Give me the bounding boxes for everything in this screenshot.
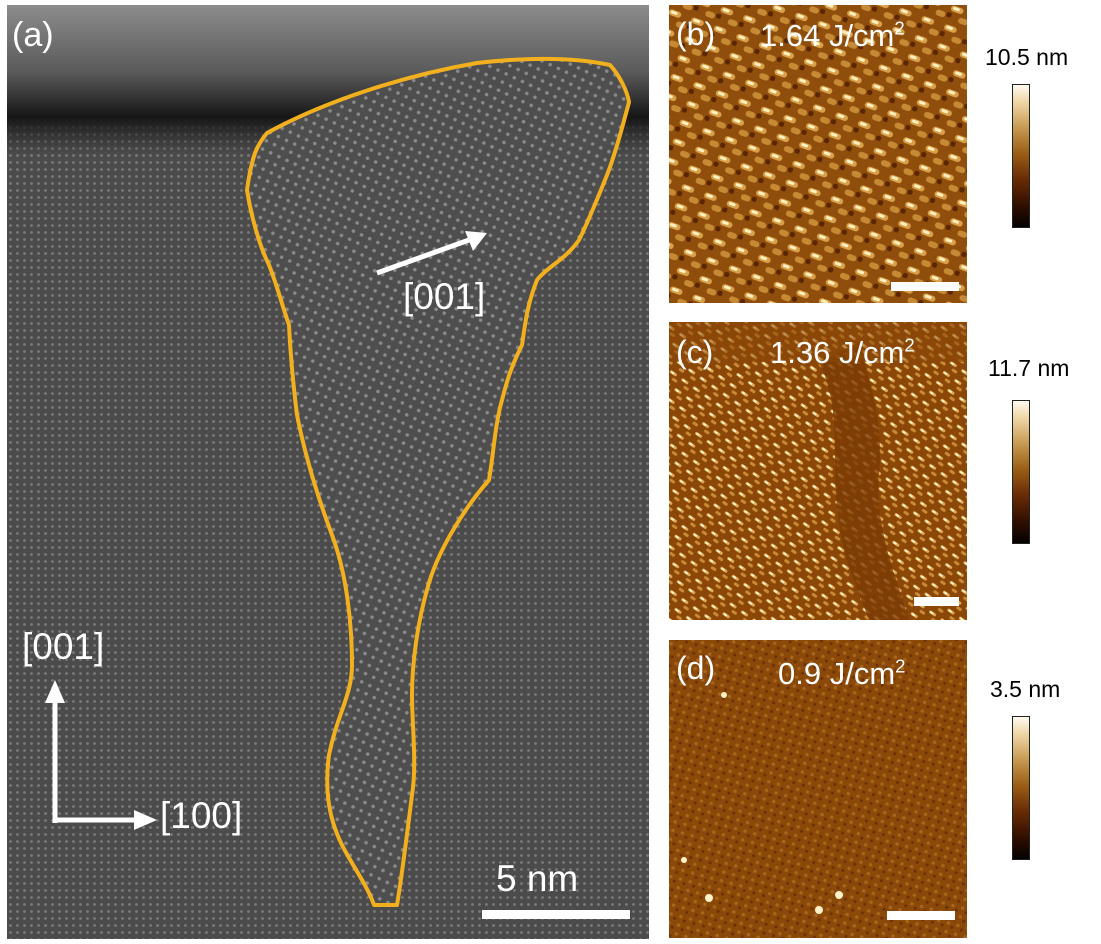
inclusion-outline xyxy=(245,56,631,907)
hrtem-image xyxy=(7,5,649,939)
afm-texture-c xyxy=(669,322,967,620)
inclusion-direction-label: [001] xyxy=(403,276,486,317)
afm-image-c xyxy=(669,322,967,620)
afm-depleted-band-c xyxy=(819,342,909,620)
inclusion-arrow-head xyxy=(465,231,487,251)
afm-texture-b xyxy=(669,5,967,303)
axis-horizontal-head xyxy=(134,810,157,830)
fluence-d: 0.9 J/cm2 xyxy=(778,656,906,692)
fluence-b-sup: 2 xyxy=(894,17,905,39)
fluence-d-value: 0.9 J/cm xyxy=(778,656,896,691)
panel-label-b: (b) xyxy=(676,16,716,52)
colorbar-d xyxy=(1012,716,1030,860)
scale-bar xyxy=(482,910,630,919)
panel-label-d: (d) xyxy=(676,650,716,686)
axis-vertical-label: [001] xyxy=(22,626,105,667)
inclusion-arrow-shaft xyxy=(376,237,470,276)
axis-horizontal-label: [100] xyxy=(160,795,243,836)
colorbar-c-label: 11.7 nm xyxy=(988,355,1070,381)
fluence-c-value: 1.36 J/cm xyxy=(770,335,905,370)
afm-image-b xyxy=(669,5,967,303)
afm-scale-bar-d xyxy=(887,911,955,920)
fluence-c: 1.36 J/cm2 xyxy=(770,335,915,371)
colorbar-c xyxy=(1012,400,1030,544)
hrtem-image-panel xyxy=(7,5,649,939)
colorbar-b xyxy=(1012,84,1030,228)
axis-vertical-head xyxy=(45,680,65,703)
panel-label-a: (a) xyxy=(12,16,54,54)
afm-particle xyxy=(721,692,727,698)
afm-depleted-top-c xyxy=(669,322,967,362)
afm-particle xyxy=(835,891,843,899)
panel-label-c: (c) xyxy=(676,334,714,370)
fluence-b-value: 1.64 J/cm xyxy=(760,18,895,53)
fluence-b: 1.64 J/cm2 xyxy=(760,18,905,54)
afm-particle xyxy=(681,857,687,863)
colorbar-d-label: 3.5 nm xyxy=(990,676,1061,702)
scale-bar-label: 5 nm xyxy=(496,858,579,899)
afm-scale-bar-b xyxy=(891,282,959,291)
colorbar-b-label: 10.5 nm xyxy=(985,44,1069,70)
afm-texture-d xyxy=(669,640,967,938)
afm-particle xyxy=(705,894,713,902)
afm-image-d xyxy=(669,640,967,938)
fluence-d-sup: 2 xyxy=(895,655,906,677)
afm-particle xyxy=(815,906,823,914)
fluence-c-sup: 2 xyxy=(904,334,915,356)
afm-scale-bar-c xyxy=(914,597,959,606)
